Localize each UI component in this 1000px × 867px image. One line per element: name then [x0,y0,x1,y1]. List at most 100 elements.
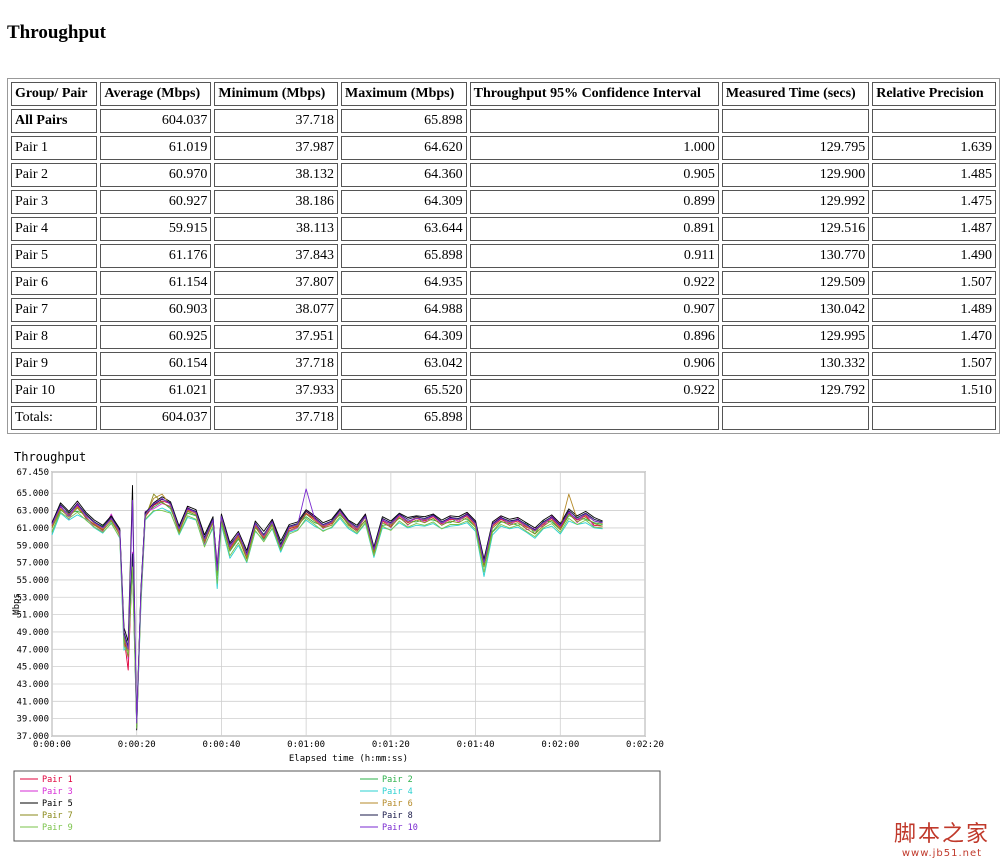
y-tick-label: 47.000 [16,645,49,655]
page-title: Throughput [7,22,106,43]
chart-title: Throughput [14,450,86,464]
value-cell: 60.903 [100,298,212,322]
legend-entry: Pair 4 [382,787,413,797]
value-cell: 61.021 [100,379,212,403]
value-cell: 129.995 [721,325,870,349]
y-tick-label: 67.450 [16,468,49,478]
y-tick-label: 55.000 [16,576,49,586]
value-cell: 0.899 [469,190,719,214]
legend-entry: Pair 3 [42,787,73,797]
y-tick-label: 39.000 [16,715,49,725]
row-label-cell: Totals: [11,406,98,430]
watermark: 脚本之家 www.jb51.net [894,816,990,859]
value-cell: 64.620 [340,136,467,160]
value-cell: 65.520 [340,379,467,403]
value-cell: 1.485 [872,163,996,187]
value-cell: 59.915 [100,217,212,241]
value-cell [469,109,719,133]
value-cell: 65.898 [340,406,467,430]
value-cell: 1.489 [872,298,996,322]
column-header: Minimum (Mbps) [214,82,338,106]
y-tick-label: 43.000 [16,680,49,690]
value-cell: 130.332 [721,352,870,376]
value-cell: 0.911 [469,244,719,268]
value-cell: 63.042 [340,352,467,376]
value-cell: 130.770 [721,244,870,268]
value-cell: 129.900 [721,163,870,187]
value-cell: 0.922 [469,271,719,295]
column-header: Average (Mbps) [100,82,212,106]
value-cell: 64.935 [340,271,467,295]
x-axis-label: Elapsed time (h:mm:ss) [289,754,408,764]
value-cell [872,109,996,133]
column-header: Maximum (Mbps) [340,82,467,106]
value-cell: 60.927 [100,190,212,214]
value-cell: 1.475 [872,190,996,214]
value-cell: 1.470 [872,325,996,349]
row-label-cell: Pair 1 [11,136,98,160]
value-cell [721,406,870,430]
y-axis-label: Mbps [12,593,22,615]
table-header-row: Group/ Pair Average (Mbps) Minimum (Mbps) M… [11,82,996,106]
legend-entry: Pair 5 [42,799,73,809]
series-line-9 [51,510,603,729]
x-tick-label: 0:01:40 [457,740,495,750]
value-cell [721,109,870,133]
value-cell: 1.507 [872,271,996,295]
value-cell: 130.042 [721,298,870,322]
value-cell: 1.490 [872,244,996,268]
y-tick-label: 63.000 [16,507,49,517]
row-label-cell: Pair 3 [11,190,98,214]
row-label-cell: Pair 2 [11,163,98,187]
column-header: Group/ Pair [11,82,98,106]
plot-area [51,471,646,737]
row-label-cell: Pair 4 [11,217,98,241]
series-line-10 [51,488,603,724]
legend-entry: Pair 7 [42,811,73,821]
column-header: Throughput 95% Confidence Interval [469,82,719,106]
legend-entry: Pair 2 [382,775,413,785]
legend-entry: Pair 6 [382,799,413,809]
legend-entry: Pair 8 [382,811,413,821]
row-label-cell: All Pairs [11,109,98,133]
y-tick-label: 59.000 [16,541,49,551]
value-cell: 0.906 [469,352,719,376]
value-cell: 60.970 [100,163,212,187]
throughput-chart: Throughput 37.000 39.000 41.000 43.000 45.000… [10,446,670,846]
row-label-cell: Pair 5 [11,244,98,268]
value-cell: 64.309 [340,325,467,349]
value-cell: 37.718 [214,109,338,133]
table-row: Totals: 604.037 37.718 65.898 [11,406,996,430]
value-cell: 1.639 [872,136,996,160]
value-cell: 60.925 [100,325,212,349]
table-row: Pair 5 61.176 37.843 65.898 0.911 130.770 1.49… [11,244,996,268]
throughput-table: Group/ Pair Average (Mbps) Minimum (Mbps) M… [7,78,1000,434]
value-cell: 1.487 [872,217,996,241]
value-cell: 0.907 [469,298,719,322]
value-cell [469,406,719,430]
value-cell: 37.718 [214,406,338,430]
y-tick-label: 37.000 [16,732,49,742]
value-cell: 65.898 [340,244,467,268]
value-cell: 129.516 [721,217,870,241]
value-cell: 64.988 [340,298,467,322]
value-cell: 61.019 [100,136,212,160]
y-tick-label: 61.000 [16,524,49,534]
value-cell: 37.718 [214,352,338,376]
y-tick-label: 45.000 [16,663,49,673]
value-cell: 61.154 [100,271,212,295]
chart-svg: Throughput 37.000 39.000 41.000 43.000 45.000… [12,450,664,842]
table-row: Pair 10 61.021 37.933 65.520 0.922 129.792 1.5… [11,379,996,403]
value-cell: 1.000 [469,136,719,160]
value-cell: 37.807 [214,271,338,295]
column-header: Measured Time (secs) [721,82,870,106]
value-cell: 37.843 [214,244,338,268]
table-row: Pair 2 60.970 38.132 64.360 0.905 129.900 1.48… [11,163,996,187]
x-tick-label: 0:02:00 [541,740,579,750]
series-group [51,484,603,731]
watermark-url: www.jb51.net [901,848,983,859]
value-cell: 129.992 [721,190,870,214]
y-tick-label: 53.000 [16,593,49,603]
row-label-cell: Pair 6 [11,271,98,295]
row-label-cell: Pair 9 [11,352,98,376]
